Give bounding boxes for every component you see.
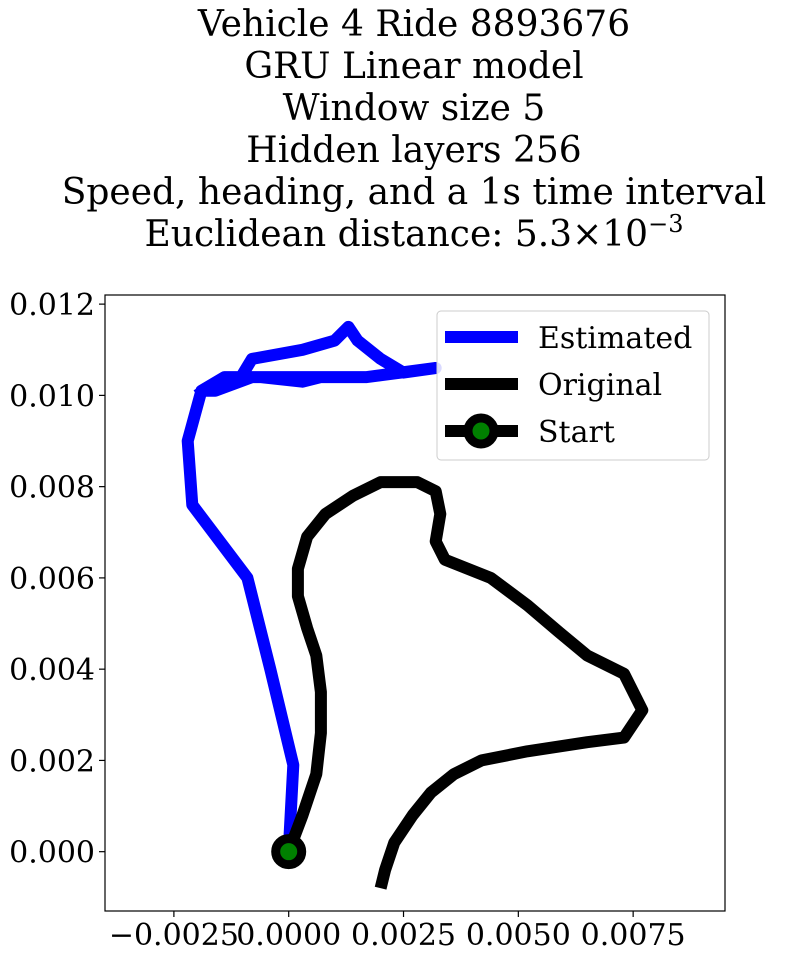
y-tick-label: 0.002 <box>9 744 95 779</box>
metric-mantissa: 5.3 <box>515 214 572 255</box>
metric-exponent: −3 <box>648 210 683 238</box>
y-axis: 0.000 0.002 0.004 0.006 0.008 0.010 0.012 <box>9 288 105 871</box>
metric-prefix: Euclidean distance: <box>145 214 515 255</box>
legend: Estimated Original Start <box>436 310 710 461</box>
metric-base: 10 <box>602 214 648 255</box>
y-tick-label: 0.010 <box>9 379 95 414</box>
title-line-5: Speed, heading, and a 1s time interval <box>62 172 767 213</box>
series-layer <box>181 320 649 890</box>
metric-times: × <box>572 214 602 255</box>
series-line-estimated <box>181 320 442 853</box>
legend-box <box>436 310 710 461</box>
y-tick-label: 0.008 <box>9 471 95 506</box>
x-tick-label: 0.0025 <box>351 918 456 953</box>
y-tick-label: 0.000 <box>9 836 95 871</box>
title-line-metric: Euclidean distance: 5.3×10−3 <box>145 210 684 255</box>
title-line-2: GRU Linear model <box>244 46 583 87</box>
x-tick-label: 0.0075 <box>581 918 686 953</box>
start-marker <box>271 834 307 870</box>
legend-label-original: Original <box>538 368 662 403</box>
y-tick-label: 0.006 <box>9 562 95 597</box>
title-line-4: Hidden layers 256 <box>246 130 581 171</box>
title-line-3: Window size 5 <box>283 88 546 129</box>
plot-area-frame <box>104 294 726 912</box>
series-line-original <box>283 476 649 890</box>
x-tick-label: 0.0000 <box>236 918 341 953</box>
y-tick-label: 0.004 <box>9 653 95 688</box>
legend-start-marker <box>463 413 499 449</box>
legend-label-start: Start <box>538 415 615 450</box>
title-line-1: Vehicle 4 Ride 8893676 <box>197 4 630 45</box>
y-tick-label: 0.012 <box>9 288 95 323</box>
chart-title: Vehicle 4 Ride 8893676 GRU Linear model … <box>62 4 767 255</box>
x-tick-label: −0.0025 <box>109 918 239 953</box>
legend-label-estimated: Estimated <box>538 321 692 356</box>
x-tick-label: 0.0050 <box>466 918 571 953</box>
